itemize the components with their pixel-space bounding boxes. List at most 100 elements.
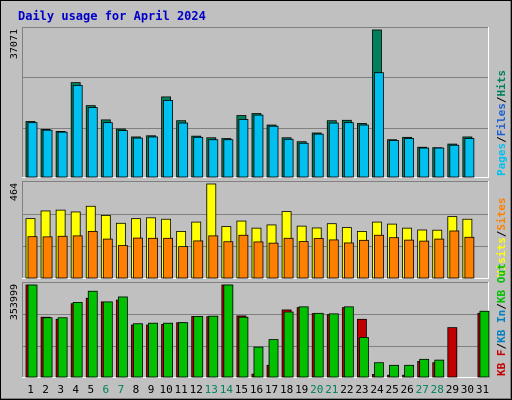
legend-separator: / <box>495 343 508 350</box>
bar-hits-pages-day-18 <box>283 138 294 178</box>
bar-hits-pages-day-14 <box>223 139 234 178</box>
x-tick-label-day-15: 15 <box>235 383 248 396</box>
x-tick-label-day-16: 16 <box>250 383 263 396</box>
bar-hits-pages-day-26 <box>404 138 415 178</box>
x-tick-label-day-17: 17 <box>265 383 278 396</box>
bar-hits-pages-day-10 <box>163 100 173 178</box>
bar-hits-pages-day-6 <box>102 122 113 178</box>
x-tick-label-day-7: 7 <box>118 383 125 396</box>
bar-hits-pages-day-23 <box>359 124 369 178</box>
legend-separator: / <box>495 136 508 143</box>
bar-hits-pages-day-16 <box>253 114 264 178</box>
panel-visits: 464 Visits/Sites <box>9 181 508 279</box>
bar-hits-pages-day-29 <box>449 144 460 178</box>
bar-visits-sites-day-2 <box>42 236 53 279</box>
bar-hits-pages-day-21 <box>328 122 339 178</box>
legend-entry-kb-in: KB In <box>495 310 508 343</box>
bar-hits-pages-day-4 <box>72 85 83 178</box>
x-tick-label-day-2: 2 <box>42 383 49 396</box>
legend-entry-kb-out: KB Out <box>495 263 508 303</box>
bar-visits-sites-day-1 <box>27 236 38 279</box>
bar-hits-pages-day-11 <box>178 122 189 178</box>
x-tick-label-day-22: 22 <box>340 383 353 396</box>
bar-visits-sites-day-23 <box>359 239 369 279</box>
bar-visits-sites-day-28 <box>434 238 445 279</box>
bar-hits-pages-day-3 <box>57 131 68 178</box>
bar-kbytes-kb-out-day-3 <box>57 317 68 378</box>
legend-separator: / <box>495 303 508 310</box>
bar-visits-sites-day-10 <box>163 237 173 279</box>
x-axis-labels: 1 2 3 4 5 6 7 8 9 10 11 12 13 14 15 16 17 18 19 20 21 22 23 24 2… <box>27 383 489 396</box>
bar-visits-sites-day-13 <box>208 235 219 279</box>
bar-visits-sites-day-22 <box>343 242 354 279</box>
x-tick-label-day-27: 27 <box>416 383 429 396</box>
bar-hits-pages-day-20 <box>313 133 324 178</box>
x-tick-label-day-8: 8 <box>133 383 140 396</box>
x-tick-label-day-3: 3 <box>57 383 64 396</box>
bar-visits-sites-day-6 <box>102 238 113 279</box>
legend-entry-hits: Hits <box>495 70 508 97</box>
bar-hits-pages-day-13 <box>208 139 219 178</box>
bar-visits-sites-day-26 <box>404 239 415 279</box>
panel-hits-ymax-label: 37071 <box>9 29 20 59</box>
bar-hits-pages-day-2 <box>42 129 53 178</box>
bar-kbytes-kb-out-day-8 <box>133 323 143 378</box>
x-tick-label-day-21: 21 <box>325 383 338 396</box>
bar-visits-sites-day-16 <box>253 241 264 279</box>
bar-visits-sites-day-27 <box>419 240 430 279</box>
bar-kbytes-kb-out-day-31 <box>479 310 490 378</box>
bar-visits-sites-day-30 <box>464 236 475 279</box>
legend-entry-files: Files <box>495 103 508 136</box>
x-tick-label-day-13: 13 <box>205 383 218 396</box>
x-tick-label-day-28: 28 <box>431 383 444 396</box>
bar-hits-pages-day-24 <box>374 72 384 178</box>
bar-kbytes-kb-out-day-28 <box>434 359 445 378</box>
bar-kbytes-kb-out-day-25 <box>389 364 399 378</box>
bar-kbytes-kb-out-day-24 <box>374 362 384 378</box>
bar-hits-pages-day-15 <box>238 119 249 178</box>
legend-separator: / <box>495 96 508 103</box>
bar-hits-pages-day-9 <box>148 136 158 178</box>
x-tick-label-day-19: 19 <box>295 383 308 396</box>
x-tick-label-day-31: 31 <box>476 383 489 396</box>
bar-kbytes-kb-out-day-14 <box>223 284 234 378</box>
bar-kbytes-kb-out-day-15 <box>238 316 249 378</box>
bar-visits-sites-day-5 <box>87 231 98 279</box>
bar-kbytes-kb-out-day-1 <box>27 284 38 378</box>
bar-visits-sites-day-12 <box>193 240 204 279</box>
bar-visits-sites-day-4 <box>72 235 83 279</box>
x-tick-label-day-9: 9 <box>148 383 155 396</box>
bar-kbytes-kb-out-day-4 <box>72 302 83 378</box>
bar-hits-pages-day-5 <box>87 107 98 178</box>
bar-hits-pages-day-17 <box>268 125 279 178</box>
bar-kbytes-kb-out-day-22 <box>343 306 354 378</box>
bar-visits-sites-day-25 <box>389 237 399 279</box>
bar-visits-sites-day-29 <box>449 230 460 279</box>
panel-kbytes-legend: KB F/KB In/KB Out <box>495 263 508 376</box>
bar-hits-pages-day-22 <box>343 122 354 178</box>
bar-kbytes-kb-out-day-16 <box>253 346 264 378</box>
bar-visits-sites-day-24 <box>374 234 384 279</box>
x-tick-label-day-4: 4 <box>72 383 79 396</box>
bar-kbytes-kb-out-day-18 <box>283 311 294 378</box>
x-tick-label-day-18: 18 <box>280 383 293 396</box>
x-tick-label-day-26: 26 <box>401 383 414 396</box>
bar-hits-pages-day-25 <box>389 140 399 178</box>
x-tick-label-day-24: 24 <box>370 383 384 396</box>
bar-hits-pages-day-27 <box>419 147 430 178</box>
bar-visits-sites-day-21 <box>328 239 339 279</box>
bar-visits-sites-day-19 <box>298 241 309 279</box>
bar-kbytes-kb-out-day-7 <box>117 296 128 378</box>
bar-kbytes-kb-out-day-9 <box>148 322 158 378</box>
bar-kbytes-kb-out-day-13 <box>208 315 219 378</box>
x-tick-label-day-20: 20 <box>310 383 323 396</box>
chart-panels: 37071Pages/Files/Hits464Visits/Sites3539… <box>9 27 508 378</box>
legend-separator: / <box>495 230 508 237</box>
x-tick-label-day-30: 30 <box>461 383 474 396</box>
bar-kbytes-kb-out-day-17 <box>268 339 279 378</box>
bar-hits-pages-day-1 <box>27 122 38 178</box>
bar-kbytes-kb-out-day-10 <box>163 322 173 378</box>
